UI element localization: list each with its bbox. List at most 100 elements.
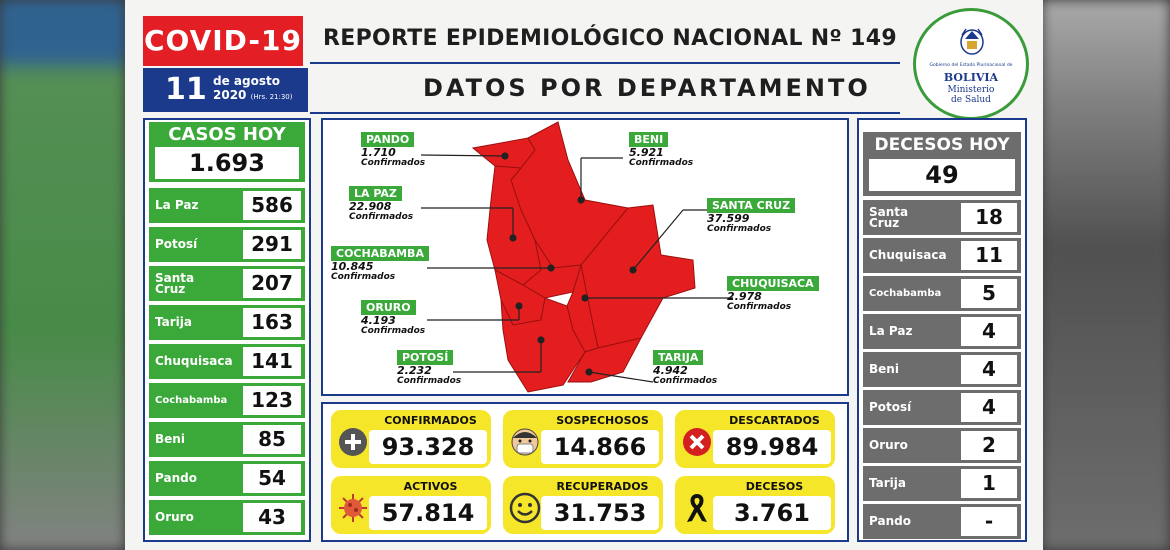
casos-row-value: 163 [243,308,301,337]
report-title: REPORTE EPIDEMIOLÓGICO NACIONAL Nº 149 [323,26,897,51]
map-label-value: 4.193 [361,314,396,327]
date-month-text: de agosto [213,74,280,88]
map-label-value: 5.921 [629,146,664,159]
stat-card-sospechosos: SOSPECHOSOS 14.866 [503,410,663,468]
background-right-blur [1042,0,1170,550]
map-label-value: 1.710 [361,146,396,159]
decesos-hoy-panel: DECESOS HOY 49 Santa Cruz 18 Chuquisaca 11… [857,118,1027,542]
map-label-beni: BENI 5.921 Confirmados [629,128,693,168]
date-box: 11 de agosto 2020 (Hrs. 21:30) [143,68,308,112]
map-label-value: 2.232 [397,364,432,377]
casos-row: Santa Cruz 207 [149,266,305,301]
casos-row-value: 43 [243,503,301,532]
decesos-row: La Paz 4 [863,314,1021,349]
map-label-tarija: TARIJA 4.942 Confirmados [653,346,717,386]
casos-row-value: 123 [243,386,301,415]
casos-row-name: Pando [155,471,197,485]
map-label-value: 22.908 [349,200,392,213]
casos-row-value: 291 [243,230,301,259]
decesos-row-name: Beni [869,362,899,376]
casos-row-name: Cochabamba [155,395,228,406]
decesos-hoy-total: 49 [869,159,1015,191]
casos-hoy-panel: CASOS HOY 1.693 La Paz 586 Potosí 291 Sant… [143,118,311,542]
decesos-hoy-title: DECESOS HOY [874,135,1010,155]
plus-circle-icon [339,428,367,456]
masked-face-icon [511,428,539,456]
title-divider-bottom [310,112,900,114]
map-region-potosi [500,297,586,393]
map-label-value: 4.942 [653,364,688,377]
report-subtitle: DATOS POR DEPARTAMENTO [423,74,871,102]
casos-row-name: La Paz [155,198,199,212]
map-label-oruro: ORURO 4.193 Confirmados [361,296,425,336]
stat-card-confirmados: CONFIRMADOS 93.328 [331,410,491,468]
map-label-cochabamba: COCHABAMBA 10.845 Confirmados [331,242,429,282]
map-label-chuquisaca: CHUQUISACA 2.978 Confirmados [727,272,819,312]
stat-value: 57.814 [369,496,487,530]
date-year: 2020 [213,88,247,102]
decesos-row: Santa Cruz 18 [863,200,1021,235]
decesos-row: Potosí 4 [863,390,1021,425]
map-label-value: 10.845 [331,260,374,273]
casos-row-name: Tarija [155,315,192,329]
national-stats-panel: CONFIRMADOS 93.328 SOSPECHOSOS 14.866 DE… [321,402,849,542]
casos-hoy-title: CASOS HOY [168,124,286,145]
decesos-row: Oruro 2 [863,428,1021,463]
casos-row-name: Beni [155,432,185,446]
black-ribbon-icon [687,493,707,522]
stat-label: DESCARTADOS [729,414,820,427]
logo-ministry-line2: de Salud [951,95,991,105]
decesos-row-value: 4 [961,317,1017,346]
smiley-icon [509,492,541,524]
map-label-name: ORURO [361,300,416,315]
decesos-row: Pando - [863,504,1021,539]
map-label-name: COCHABAMBA [331,246,429,261]
decesos-row: Chuquisaca 11 [863,238,1021,273]
decesos-row-name: Oruro [869,438,908,452]
logo-small-text: Gobierno del Estado Plurinacional de [929,63,1013,68]
casos-row-name: Oruro [155,510,194,524]
logo-ministry: Ministerio de Salud [916,85,1026,105]
stat-label: ACTIVOS [403,480,458,493]
map-label-lapaz: LA PAZ 22.908 Confirmados [349,182,413,222]
casos-row-name: Chuquisaca [155,354,233,368]
map-label-value: 37.599 [707,212,750,225]
decesos-row-name: Santa Cruz [869,204,909,230]
decesos-row-value: 4 [961,355,1017,384]
map-label-name: LA PAZ [349,186,402,201]
bolivia-map [420,121,733,393]
map-label-name: SANTA CRUZ [707,198,796,213]
map-label-confirmados: Confirmados [361,158,426,168]
decesos-row-value: 2 [961,431,1017,460]
title-divider-top [310,62,900,64]
logo-country: BOLIVIA [943,71,999,84]
decesos-row-value: 5 [961,279,1017,308]
map-label-santacruz: SANTA CRUZ 37.599 Confirmados [707,194,796,234]
decesos-row-value: - [961,507,1017,536]
casos-hoy-total: 1.693 [155,147,299,179]
map-label-confirmados: Confirmados [629,158,694,168]
casos-row-name: Potosí [155,237,198,251]
covid-badge: COVID-19 [143,16,303,66]
map-label-name: POTOSÍ [397,350,454,365]
casos-row: Potosí 291 [149,227,305,262]
stat-card-descartados: DESCARTADOS 89.984 [675,410,835,468]
stat-value: 3.761 [713,496,831,530]
casos-row-name: Santa Cruz [155,270,195,296]
stat-card-activos: ACTIVOS 57.814 [331,476,491,534]
stat-card-decesos: DECESOS 3.761 [675,476,835,534]
decesos-row-value: 11 [961,241,1017,270]
stat-label: CONFIRMADOS [384,414,477,427]
pointer-line-pando [420,154,506,157]
bolivia-map-panel: PANDO 1.710 Confirmados BENI 5.921 Confi… [321,118,849,396]
background-left-blur [0,0,125,550]
ministry-logo: Gobierno del Estado Plurinacional de BOL… [913,8,1029,120]
decesos-row: Tarija 1 [863,466,1021,501]
stat-value: 89.984 [713,430,831,464]
x-circle-icon [683,428,711,456]
date-hour: (Hrs. 21:30) [250,93,293,101]
pointer-line-tarija [588,371,654,383]
casos-row-value: 141 [243,347,301,376]
stat-value: 14.866 [541,430,659,464]
virus-icon [339,494,367,522]
